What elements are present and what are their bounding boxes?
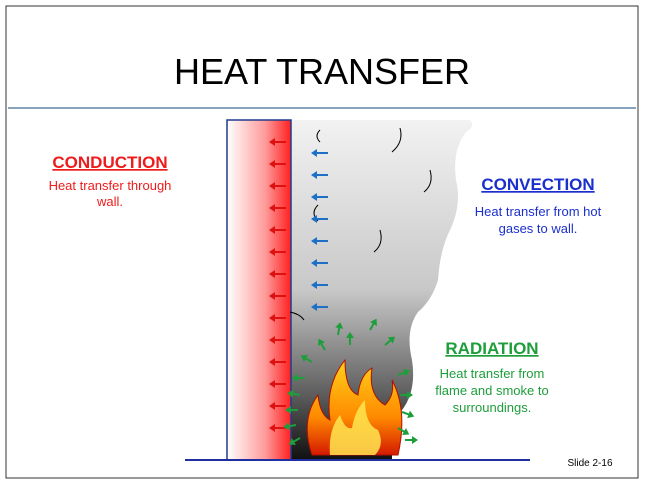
radiation-text: flame and smoke to [435,383,548,398]
conduction-text: Heat transfer through [49,178,172,193]
radiation-text: surroundings. [453,400,532,415]
convection-text: Heat transfer from hot [475,204,602,219]
convection-text: gases to wall. [499,221,578,236]
slide: HEAT TRANSFER CONDUCTION Heat transfer t… [0,0,645,484]
radiation-text: Heat transfer from [440,366,545,381]
wall [227,120,291,460]
convection-heading: CONVECTION [481,175,594,194]
conduction-text: wall. [96,194,123,209]
conduction-heading: CONDUCTION [52,153,167,172]
slide-title: HEAT TRANSFER [174,51,470,92]
slide-number: Slide 2-16 [567,458,612,469]
radiation-heading: RADIATION [445,339,538,358]
